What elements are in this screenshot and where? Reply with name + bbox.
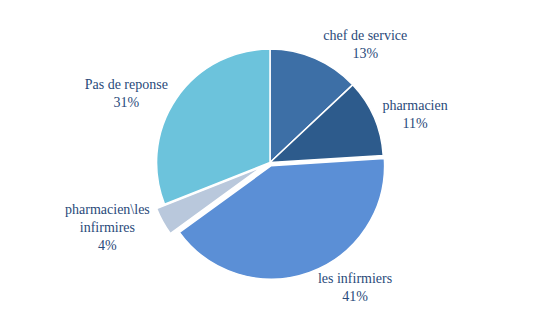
svg-text:pharmacien11%: pharmacien11% <box>382 98 447 131</box>
svg-text:chef de service13%: chef de service13% <box>323 28 407 61</box>
svg-text:les infirmiers41%: les infirmiers41% <box>318 271 392 304</box>
svg-text:Pas de reponse31%: Pas de reponse31% <box>85 77 168 110</box>
svg-text:pharmacien\lesinfirmires4%: pharmacien\lesinfirmires4% <box>65 202 150 253</box>
